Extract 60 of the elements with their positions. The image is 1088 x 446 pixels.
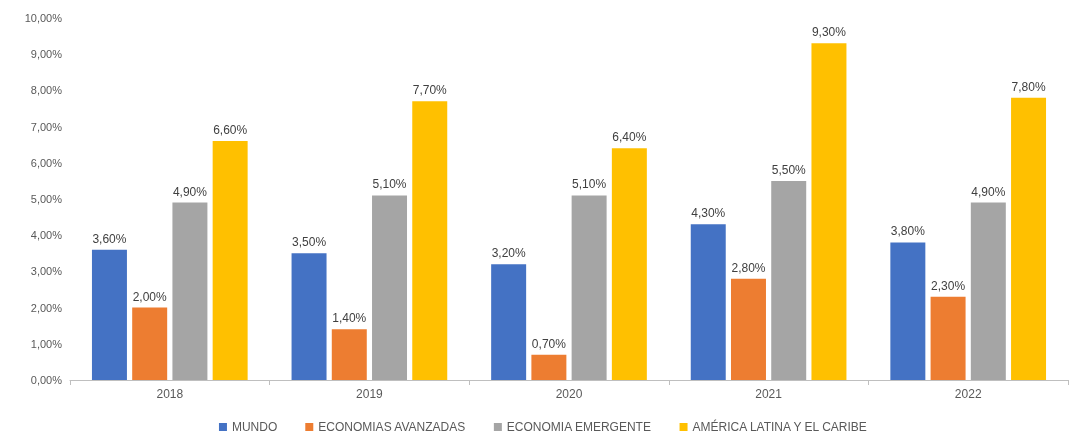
bar [132,307,168,380]
data-label: 4,90% [172,184,208,199]
data-label: 6,40% [612,130,647,145]
data-label: 3,50% [292,235,327,250]
data-label: 5,10% [372,177,407,192]
bar [172,202,208,380]
bar [771,180,807,380]
bar [611,148,647,380]
data-label: 1,40% [332,311,367,326]
data-label: 5,50% [771,162,807,177]
y-tick-label: 6,00% [30,156,63,169]
y-tick-label: 5,00% [30,193,63,205]
bar [491,264,527,380]
y-tick-label: 7,00% [30,120,63,133]
data-label: 0,70% [531,336,567,351]
y-tick-label: 2,00% [30,301,63,314]
bar [531,354,567,380]
bar [571,195,607,380]
data-label: 4,90% [971,184,1006,199]
data-label: 3,60% [92,231,127,246]
legend-label: AMÉRICA LATINA Y EL CARIBE [692,419,867,434]
bar [331,329,367,380]
data-label: 3,20% [491,246,526,261]
y-tick-label: 1,00% [30,337,63,350]
legend-label: ECONOMIA EMERGENTE [506,420,651,434]
bar [730,278,766,380]
bar [91,249,127,380]
bar [690,224,726,380]
bar [811,43,847,380]
y-tick-label: 4,00% [30,229,63,242]
data-label: 9,30% [811,25,847,40]
legend-label: ECONOMIAS AVANZADAS [318,420,466,434]
x-tick-label: 2019 [356,387,384,401]
bar [890,242,926,380]
data-label: 7,70% [412,83,448,98]
y-tick-label: 8,00% [30,84,63,97]
y-tick-label: 9,00% [30,48,63,61]
data-label: 5,10% [572,177,607,192]
x-tick-label: 2021 [755,387,783,401]
data-label: 7,80% [1011,79,1046,94]
data-label: 2,80% [731,260,766,275]
bar [412,101,448,380]
x-tick-label: 2018 [156,387,184,401]
bar [970,202,1006,380]
y-tick-label: 3,00% [30,265,63,278]
data-label: 3,80% [890,224,926,239]
bar [372,195,408,380]
data-label: 2,30% [931,278,966,293]
legend-label: MUNDO [231,420,278,434]
data-label: 6,60% [213,123,248,138]
bar [1011,97,1047,380]
data-label: 4,30% [691,206,726,221]
bar [291,253,327,380]
x-tick-label: 2020 [555,387,583,401]
bar [930,296,966,380]
data-label: 2,00% [132,289,168,304]
bar [212,141,248,380]
x-tick-label: 2022 [954,387,982,401]
y-tick-label: 0,00% [30,374,63,386]
y-tick-label: 10,00% [24,12,63,24]
